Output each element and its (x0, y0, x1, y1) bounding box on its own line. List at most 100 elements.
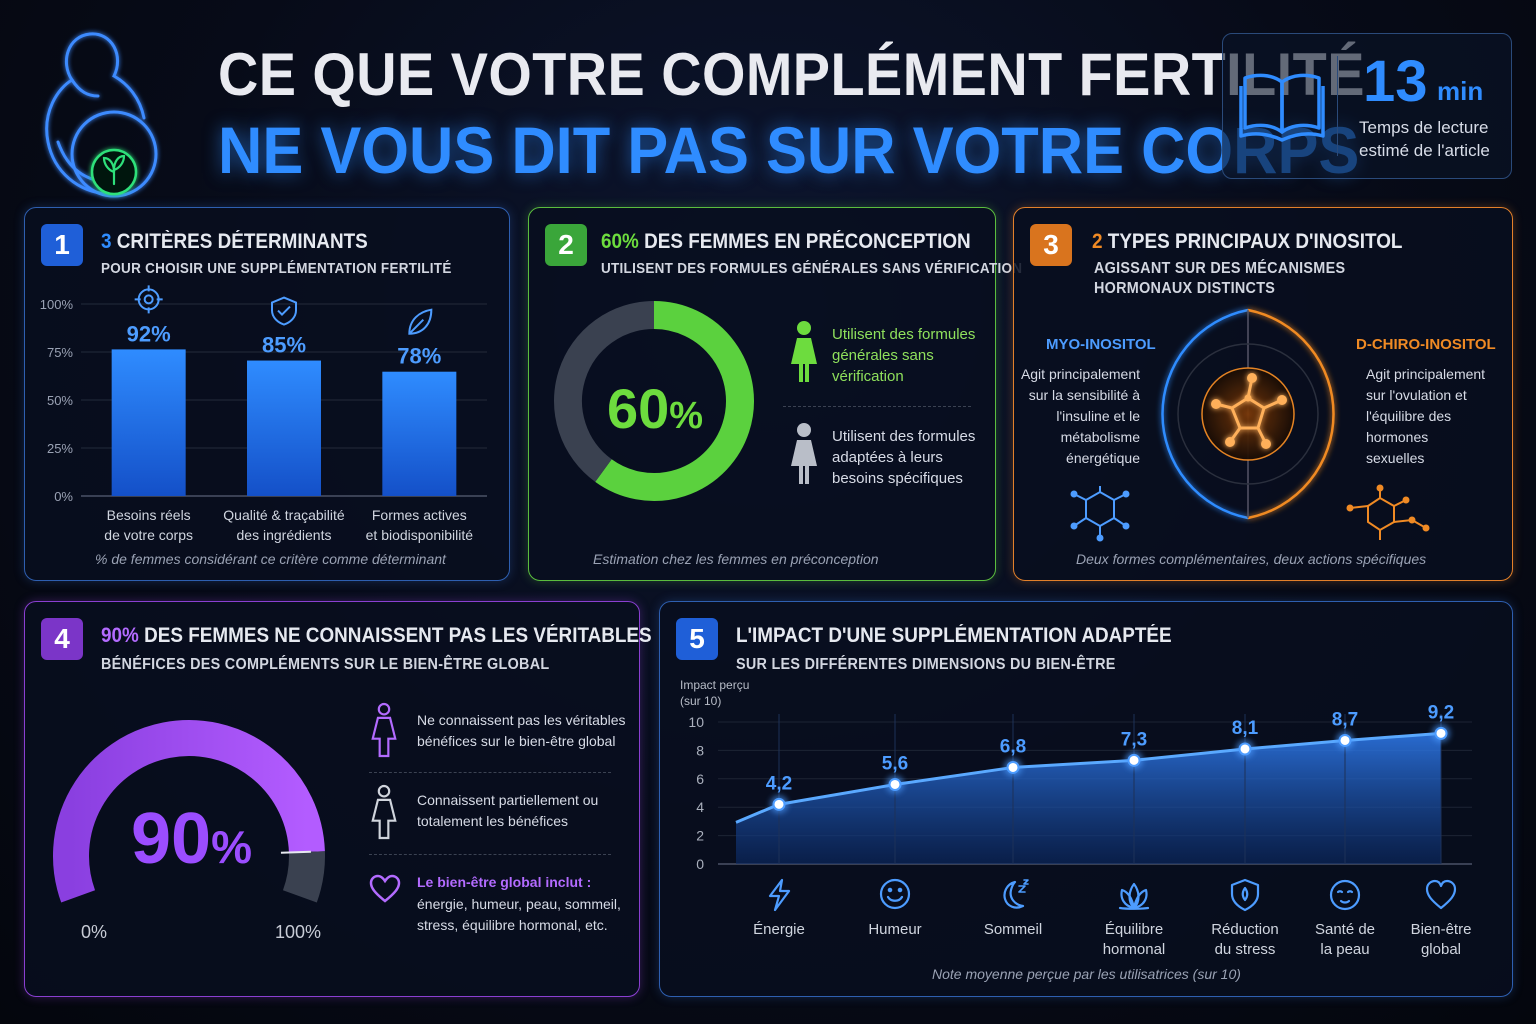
page-title-line2: NE VOUS DIT PAS SUR VOTRE CORPS (218, 113, 1360, 187)
panel-title: 90% DES FEMMES NE CONNAISSENT PAS LES VÉ… (101, 624, 652, 648)
legend-unknown-benefits: Ne connaissent pas les véritables bénéfi… (417, 712, 626, 749)
y-tick-label: 6 (696, 771, 704, 787)
page-title-line1: CE QUE VOTRE COMPLÉMENT FERTILITÉ (218, 41, 1365, 108)
data-value-label: 7,3 (1121, 729, 1147, 750)
panel-number-badge: 5 (676, 618, 718, 660)
awareness-gauge-chart (53, 720, 325, 903)
legend-divider (369, 772, 611, 773)
leaf-icon (408, 308, 433, 335)
x-tick-label: Humeur (868, 921, 921, 938)
reading-time-caption: Temps de lecture estimé de l'article (1359, 118, 1490, 160)
x-tick-label: Santé de la peau (1315, 921, 1375, 958)
panel-title: 2 TYPES PRINCIPAUX D'INOSITOL (1092, 230, 1402, 254)
chart-note: % de femmes considérant ce critère comme… (95, 551, 446, 567)
data-point (1006, 760, 1020, 774)
donut-center-value: 60 (607, 377, 670, 440)
data-value-label: 8,1 (1232, 718, 1259, 739)
reading-time-unit: min (1437, 76, 1484, 106)
panel-subtitle-line1: AGISSANT SUR DES MÉCANISMES (1094, 260, 1346, 277)
data-point (772, 797, 786, 811)
smiley-icon (879, 878, 911, 910)
myo-inositol-label: MYO-INOSITOL (1046, 336, 1156, 353)
myo-molecule-icon (1070, 486, 1130, 542)
woman-icon (791, 321, 817, 382)
panel-title: 3 CRITÈRES DÉTERMINANTS (101, 230, 368, 254)
lotus-icon (1118, 882, 1150, 910)
panel-title: L'IMPACT D'UNE SUPPLÉMENTATION ADAPTÉE (736, 624, 1172, 647)
area-line (735, 731, 1442, 824)
area-fill (736, 733, 1441, 864)
panel-title-highlight: 3 (101, 230, 112, 253)
panel-number-badge: 2 (545, 224, 587, 266)
panel-title-text: DES FEMMES EN PRÉCONCEPTION (644, 230, 971, 253)
x-tick-label: Besoins réels de votre corps (104, 507, 193, 543)
impact-area-chart: 10 8 6 4 2 0 4,2 5,6 6,8 7,3 8,1 8,7 9,2 Énergie Humeu… (688, 702, 1472, 958)
bar (247, 360, 321, 496)
panel-title-highlight: 60% (601, 230, 639, 253)
shield-check-icon (271, 296, 297, 326)
reading-time-value: 13 (1363, 49, 1428, 114)
panel-subtitle: SUR LES DIFFÉRENTES DIMENSIONS DU BIEN-Ê… (736, 656, 1116, 673)
d-chiro-inositol-text: Agit principalement sur l'ovulation et l… (1366, 366, 1486, 466)
legend-divider (783, 406, 971, 407)
preconception-donut-chart (554, 301, 754, 501)
woman-icon (371, 784, 397, 840)
moon-icon (1003, 879, 1029, 909)
bar-value-label: 78% (397, 344, 441, 369)
chart-note: Estimation chez les femmes en préconcept… (593, 551, 879, 567)
d-chiro-molecule-icon (1346, 484, 1430, 540)
woman-icon (791, 423, 817, 484)
y-axis-label-line1: Impact perçu (680, 678, 750, 692)
reading-time-card: 13 min Temps de lecture estimé de l'arti… (1222, 33, 1512, 179)
y-axis-label-line2: (sur 10) (680, 694, 722, 708)
wellbeing-text: énergie, humeur, peau, sommeil, stress, … (417, 896, 621, 933)
y-tick-label: 2 (696, 828, 704, 844)
bar (382, 371, 457, 496)
heart-icon (369, 874, 401, 903)
d-chiro-inositol-label: D-CHIRO-INOSITOL (1356, 336, 1496, 353)
y-tick-label: 0% (54, 489, 73, 504)
panel-inositol: 3 2 TYPES PRINCIPAUX D'INOSITOL AGISSANT… (1013, 207, 1513, 581)
wellbeing-title: Le bien-être global inclut : (417, 874, 592, 890)
target-icon (134, 285, 163, 314)
x-tick-label: Sommeil (984, 921, 1042, 938)
panel-subtitle: UTILISENT DES FORMULES GÉNÉRALES SANS VÉ… (601, 260, 1023, 277)
x-tick-label: Formes actives et biodisponibilité (366, 507, 474, 543)
y-tick-label: 8 (696, 742, 704, 758)
inositol-molecule-diagram (1161, 308, 1335, 520)
open-book-icon (1239, 73, 1325, 142)
heart-icon (1425, 879, 1457, 910)
panel-preconception: 2 60% DES FEMMES EN PRÉCONCEPTION UTILIS… (528, 207, 1022, 581)
shield-icon (1230, 878, 1260, 912)
panel-title: 60% DES FEMMES EN PRÉCONCEPTION (601, 230, 971, 254)
gauge-max-label: 100% (275, 922, 322, 942)
gauge-min-label: 0% (81, 922, 108, 942)
bar-value-label: 85% (262, 333, 306, 358)
donut-center-label: 60% (607, 376, 703, 441)
gauge-arc-known (282, 851, 325, 903)
woman-icon (371, 702, 397, 758)
y-tick-label: 25% (47, 441, 73, 456)
x-tick-label: Énergie (753, 921, 805, 938)
y-tick-label: 100% (40, 297, 74, 312)
y-tick-label: 0 (696, 856, 704, 872)
panel-subtitle: BÉNÉFICES DES COMPLÉMENTS SUR LE BIEN-ÊT… (101, 656, 550, 673)
panel-title-text: DES FEMMES NE CONNAISSENT PAS LES VÉRITA… (144, 624, 652, 647)
criteria-bar-chart: 100% 75% 50% 25% 0% 92% Besoins réels de votre … (40, 285, 487, 543)
x-tick-label: Équilibre hormonal (1103, 921, 1166, 958)
data-value-label: 8,7 (1332, 709, 1358, 730)
panel-title-highlight: 90% (101, 624, 139, 647)
data-value-label: 9,2 (1428, 702, 1454, 723)
panel-subtitle-line2: HORMONAUX DISTINCTS (1094, 280, 1276, 297)
x-tick-label: Qualité & traçabilité des ingrédients (223, 507, 345, 543)
donut-slice-generic (595, 301, 754, 501)
panel-number-badge: 1 (41, 224, 83, 266)
donut-slice-adapted (554, 301, 655, 482)
panel-impact: 5 L'IMPACT D'UNE SUPPLÉMENTATION ADAPTÉE… (659, 601, 1513, 997)
x-tick-label: Bien-être global (1411, 921, 1472, 958)
reading-time-divider (1337, 56, 1338, 156)
gauge-center-value: 90 (131, 799, 212, 879)
data-point (1127, 753, 1141, 767)
chart-note: Note moyenne perçue par les utilisatrice… (932, 966, 1241, 982)
gauge-marker (280, 850, 311, 854)
